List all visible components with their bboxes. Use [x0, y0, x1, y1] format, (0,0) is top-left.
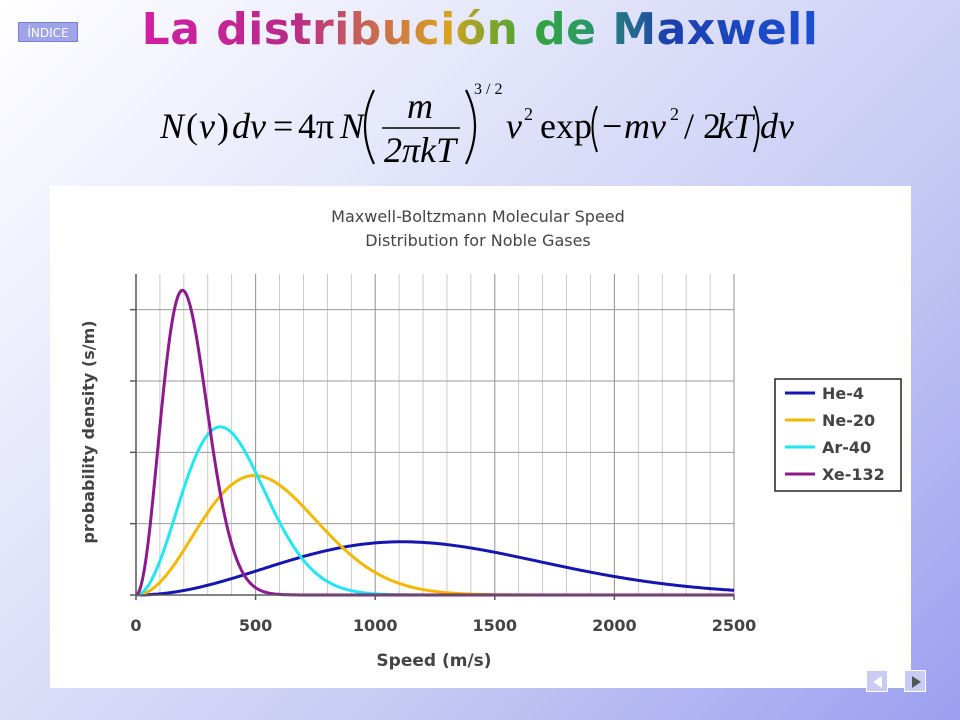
x-tick-label: 0: [130, 616, 141, 635]
formula-lhs-v: v: [199, 106, 215, 146]
x-tick-label: 500: [239, 616, 272, 635]
chart-grid: [135, 274, 735, 596]
chart-subtitle: Distribution for Noble Gases: [365, 231, 591, 250]
legend-label-xe-132: Xe-132: [822, 465, 885, 484]
chart-title: Maxwell-Boltzmann Molecular Speed: [331, 207, 625, 226]
formula-paren-close-1: ): [217, 106, 229, 146]
y-axis-label: probability density (s/m): [79, 320, 98, 543]
formula-paren-open-1: (: [186, 106, 198, 146]
legend-label-ar-40: Ar-40: [822, 438, 871, 457]
formula-lhs-n: N: [160, 106, 186, 146]
x-tick-label: 2000: [592, 616, 637, 635]
speed-distribution-chart: Maxwell-Boltzmann Molecular Speed Distri…: [79, 207, 902, 671]
series-line-xe-132: [135, 288, 735, 597]
formula-square: 2: [524, 104, 533, 124]
arrow-right-icon: [912, 676, 921, 688]
formula-fraction-numerator: m: [407, 86, 433, 126]
slide-title: La distribución de Maxwell: [0, 4, 960, 55]
x-tick-label: 2500: [712, 616, 757, 635]
index-button[interactable]: ÍNDICE: [18, 22, 78, 42]
formula-kt: kT: [717, 106, 756, 146]
formula-square-2: 2: [670, 104, 679, 124]
formula-coefficient: 4π: [298, 106, 334, 146]
legend-box: [774, 378, 902, 492]
chart-axes: [130, 274, 735, 600]
formula-paren-open-2: [591, 105, 598, 153]
formula-paren-close-2: [753, 105, 760, 153]
next-slide-button[interactable]: [904, 670, 926, 692]
formula-mv: mv: [624, 106, 666, 146]
maxwell-formula: N ( v ) dv = 4π N m 2πkT 3 / 2 v 2 exp −…: [160, 81, 794, 170]
chart-curves: [135, 288, 735, 597]
x-tick-labels: 0 500 1000 1500 2000 2500: [130, 616, 756, 635]
formula-big-paren-left: [364, 89, 375, 165]
series-line-he-4: [135, 540, 735, 597]
x-tick-label: 1500: [473, 616, 518, 635]
previous-slide-button[interactable]: [866, 670, 888, 692]
series-line-ne-20: [135, 474, 735, 597]
formula-dv: dv: [760, 106, 794, 146]
formula-minus: −: [602, 106, 622, 146]
legend-label-he-4: He-4: [822, 384, 864, 403]
formula-exponent: 3 / 2: [474, 81, 502, 98]
x-tick-label: 1000: [353, 616, 398, 635]
formula-equals: =: [273, 106, 293, 146]
chart-panel: Maxwell-Boltzmann Molecular Speed Distri…: [50, 186, 911, 688]
slide-title-text: La distribución de Maxwell: [141, 4, 819, 55]
formula-fraction-denominator: 2πkT: [384, 130, 459, 170]
chart-legend: He-4 Ne-20 Ar-40 Xe-132: [774, 378, 902, 492]
formula-n: N: [339, 106, 366, 146]
formula-lhs-dv: dv: [232, 106, 266, 146]
formula-exp: exp: [540, 106, 592, 146]
x-axis-label: Speed (m/s): [376, 651, 491, 671]
formula-big-paren-right: [465, 89, 476, 165]
legend-label-ne-20: Ne-20: [822, 411, 875, 430]
arrow-left-icon: [873, 676, 882, 688]
formula-v: v: [506, 106, 522, 146]
formula-div: / 2: [684, 106, 721, 146]
